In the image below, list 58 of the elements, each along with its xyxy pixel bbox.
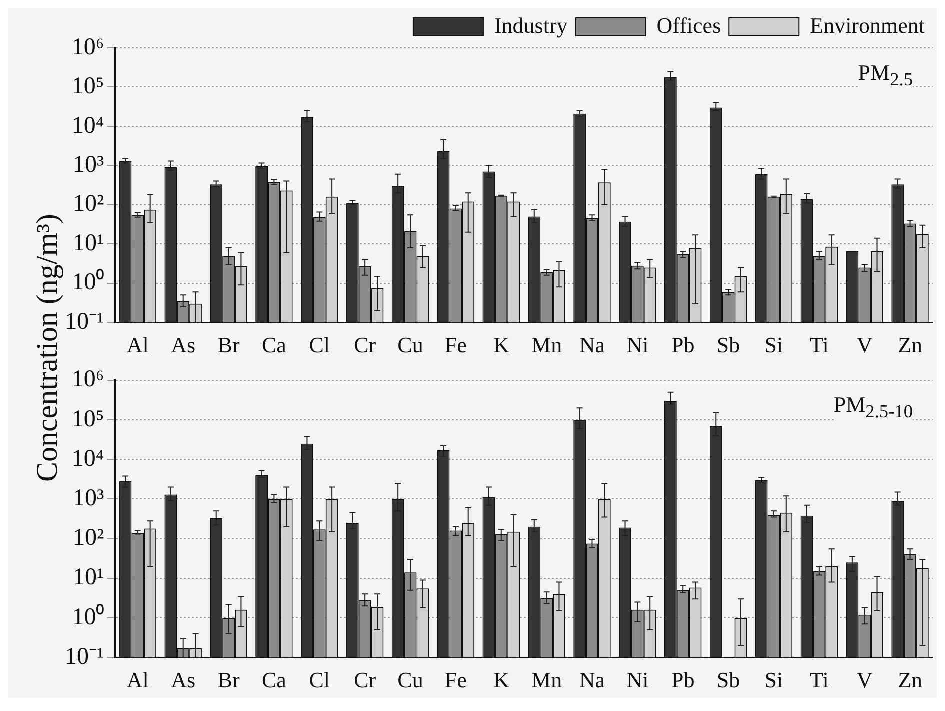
x-tick-label: V (856, 332, 873, 358)
x-tick-label: Br (218, 668, 240, 693)
x-tick-label: V (856, 668, 873, 693)
y-tick-label: 10⁰ (72, 603, 104, 630)
x-tick-label: Mn (532, 332, 562, 358)
x-tick-label: Ni (626, 332, 649, 358)
y-tick-label: 10¹ (72, 564, 104, 591)
y-tick-label: 10⁴ (72, 446, 104, 472)
legend-label: Offices (656, 12, 722, 38)
y-tick-label: 10³ (72, 485, 104, 512)
y-tick-label: 10⁴ (72, 112, 104, 139)
x-tick-label: Zn (898, 668, 923, 693)
y-tick-label: 10⁵ (72, 406, 104, 432)
x-tick-label: K (493, 668, 510, 693)
x-tick-label: Na (579, 668, 606, 693)
x-tick-label: Pb (671, 332, 695, 358)
legend-label: Industry (494, 12, 568, 38)
x-tick-label: Ca (262, 668, 287, 693)
x-tick-label: Cu (398, 332, 424, 358)
y-tick-label: 10⁶ (72, 366, 104, 393)
x-tick-label: Mn (532, 668, 562, 693)
y-tick-label: 10² (72, 191, 104, 218)
x-tick-label: Cu (398, 668, 424, 693)
y-tick-label: 10³ (72, 152, 104, 178)
annotation: PM$_{2.5}$ (858, 60, 913, 90)
y-tick-label: 10⁰ (72, 268, 104, 296)
x-tick-label: Fe (444, 332, 467, 358)
y-tick-label: 10⁻¹ (64, 308, 104, 335)
x-tick-label: Fe (444, 668, 467, 693)
x-tick-label: Cr (354, 668, 377, 693)
x-tick-label: Zn (898, 332, 923, 358)
x-tick-label: Sb (716, 332, 740, 358)
y-tick-label: 10⁶ (72, 34, 104, 60)
legend-label: Environment (810, 12, 926, 38)
x-tick-label: Cr (354, 332, 377, 358)
x-tick-label: Si (764, 332, 784, 358)
y-axis-title: Concentration (ng/m³) (31, 214, 65, 482)
x-tick-label: Na (579, 332, 606, 358)
y-tick-label: 10⁵ (72, 74, 104, 100)
x-tick-label: Al (126, 668, 149, 693)
x-tick-label: Sb (716, 668, 740, 693)
x-tick-label: Ni (626, 668, 649, 693)
x-tick-label: Ti (810, 332, 829, 358)
x-tick-label: Br (218, 332, 240, 358)
x-tick-label: As (171, 332, 196, 358)
x-tick-label: Cl (309, 332, 330, 358)
y-tick-label: 10² (72, 525, 104, 552)
x-tick-label: Ti (810, 668, 829, 693)
x-tick-label: Pb (671, 668, 695, 693)
x-tick-label: Cl (309, 668, 330, 693)
annotation: PM$_{2.5-10}$ (834, 392, 913, 423)
x-tick-label: Ca (262, 332, 287, 358)
x-tick-label: K (493, 332, 510, 358)
x-tick-label: Si (764, 668, 784, 693)
x-tick-label: Al (126, 332, 149, 358)
y-tick-label: 10¹ (72, 230, 104, 256)
y-tick-label: 10⁻¹ (64, 644, 104, 670)
x-tick-label: As (171, 668, 196, 693)
